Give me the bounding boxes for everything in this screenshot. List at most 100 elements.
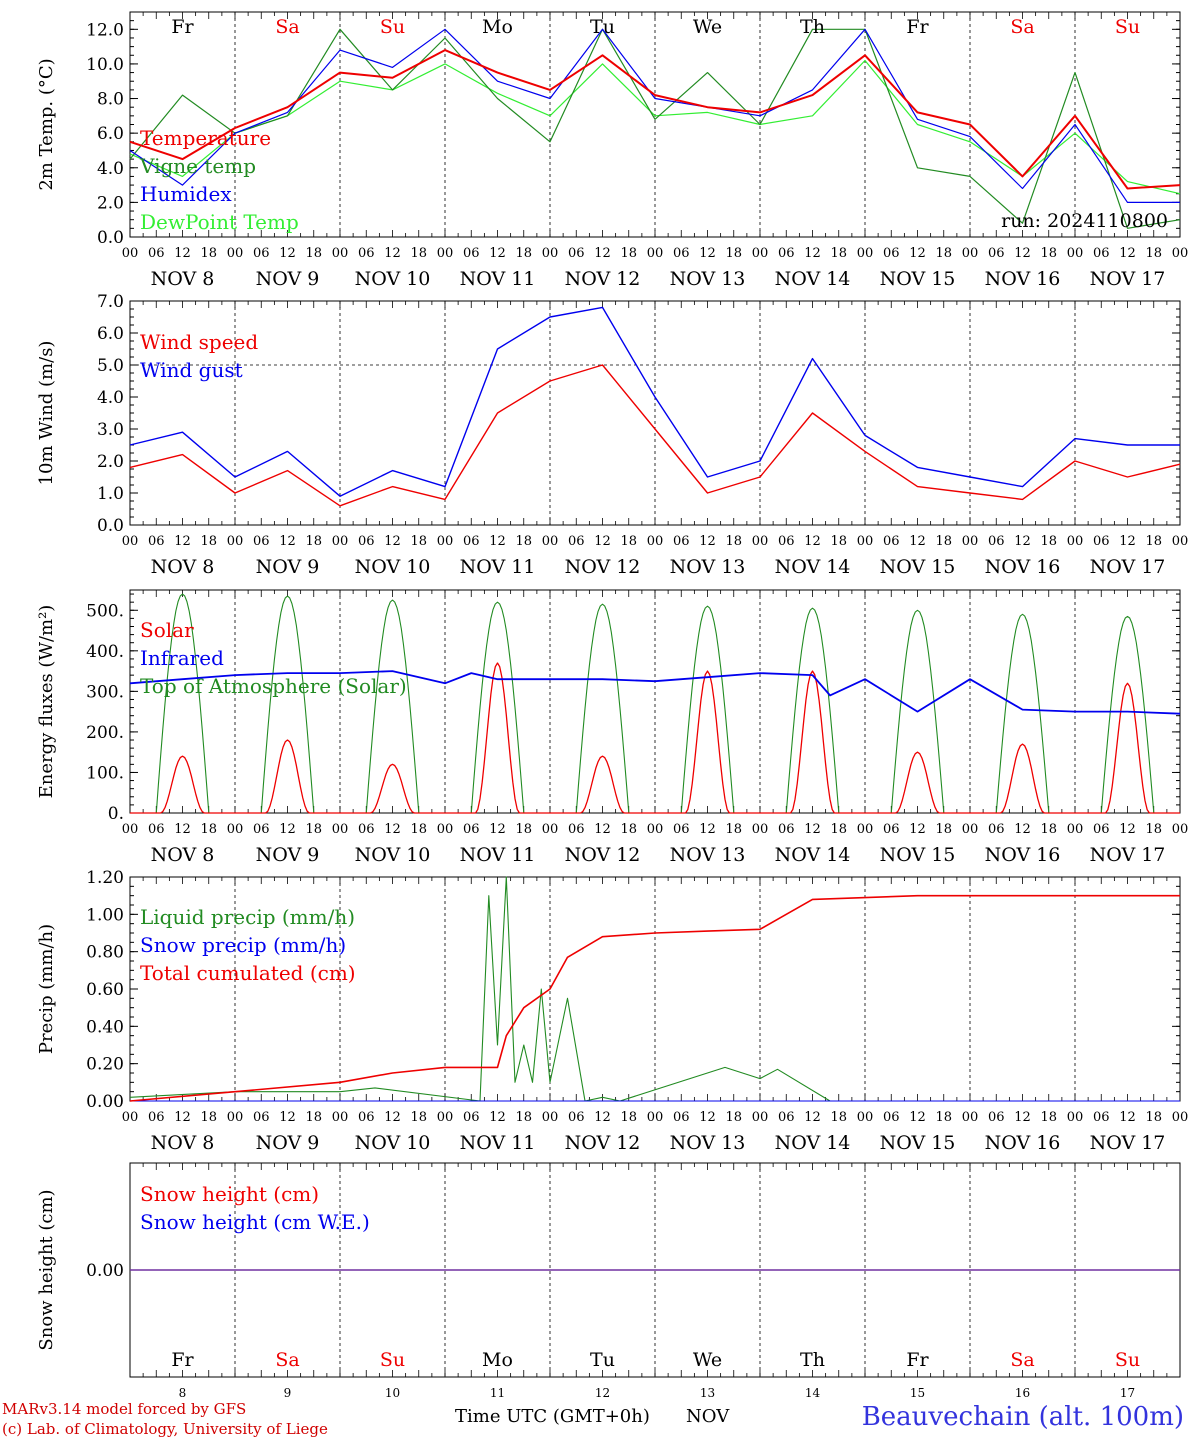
day-label: NOV 9 <box>256 268 320 290</box>
y-tick-label: 1.0 <box>97 484 124 504</box>
hour-label: 06 <box>463 1110 480 1125</box>
weekday-label: Sa <box>275 16 299 38</box>
lab-credit: (c) Lab. of Climatology, University of L… <box>2 1420 328 1438</box>
hour-label: 00 <box>857 534 874 549</box>
day-label: NOV 15 <box>880 556 956 578</box>
hour-label: 06 <box>1093 246 1110 261</box>
hour-label: 12 <box>594 534 611 549</box>
hour-label: 00 <box>332 246 349 261</box>
hour-label: 18 <box>830 246 847 261</box>
hour-label: 00 <box>962 534 979 549</box>
hour-label: 18 <box>620 1110 637 1125</box>
series-line <box>129 364 1181 507</box>
model-credit: MARv3.14 model forced by GFS <box>2 1400 247 1418</box>
day-number: 15 <box>910 1386 925 1400</box>
panel-frame <box>129 11 1181 238</box>
hour-label: 00 <box>542 822 559 837</box>
run-annotation: run: 2024110800 <box>1001 210 1168 232</box>
weekday-label: Su <box>380 16 405 38</box>
hour-label: 06 <box>253 822 270 837</box>
hour-label: 06 <box>883 822 900 837</box>
legend-entry: Total cumulated (cm) <box>140 961 356 985</box>
day-label: NOV 14 <box>775 844 851 866</box>
weekday-label: Mo <box>482 1349 513 1371</box>
day-label: NOV 15 <box>880 268 956 290</box>
hour-label: 12 <box>699 246 716 261</box>
month-label: NOV <box>686 1406 730 1427</box>
weekday-label: Fr <box>171 1349 194 1371</box>
hour-label: 18 <box>200 246 217 261</box>
hour-label: 18 <box>620 822 637 837</box>
toa-solar-curve <box>655 605 760 814</box>
hour-label: 12 <box>594 1110 611 1125</box>
hour-label: 12 <box>174 534 191 549</box>
hour-label: 00 <box>122 534 139 549</box>
hour-label: 18 <box>1040 1110 1057 1125</box>
panel-frame <box>129 589 1181 814</box>
hour-label: 06 <box>463 534 480 549</box>
hour-label: 18 <box>830 534 847 549</box>
solar-curve <box>130 755 235 814</box>
day-number: 9 <box>284 1386 292 1400</box>
hour-label: 18 <box>200 1110 217 1125</box>
day-label: NOV 13 <box>670 556 746 578</box>
hour-label: 00 <box>1067 246 1084 261</box>
toa-solar-curve <box>550 603 655 814</box>
y-tick-label: 0. <box>108 804 124 824</box>
hour-label: 18 <box>1145 822 1162 837</box>
hour-label: 18 <box>1040 534 1057 549</box>
hour-label: 18 <box>725 534 742 549</box>
hour-label: 06 <box>358 534 375 549</box>
hour-label: 06 <box>778 1110 795 1125</box>
hour-label: 06 <box>673 246 690 261</box>
solar-curve <box>235 739 340 814</box>
series-line <box>129 876 1180 1102</box>
hour-label: 18 <box>515 822 532 837</box>
hour-label: 12 <box>1014 246 1031 261</box>
series-line <box>129 306 1180 497</box>
legend-entry: Snow height (cm) <box>140 1182 319 1206</box>
solar-curve <box>340 763 445 814</box>
hour-label: 00 <box>752 1110 769 1125</box>
hour-label: 06 <box>883 246 900 261</box>
hour-label: 18 <box>935 1110 952 1125</box>
hour-label: 00 <box>1172 534 1189 549</box>
hour-label: 06 <box>883 1110 900 1125</box>
hour-label: 00 <box>752 534 769 549</box>
hour-label: 00 <box>647 1110 664 1125</box>
day-label: NOV 10 <box>355 844 431 866</box>
day-label: NOV 17 <box>1090 1132 1166 1154</box>
hour-label: 12 <box>1119 822 1136 837</box>
hour-label: 12 <box>804 246 821 261</box>
hour-label: 00 <box>1067 534 1084 549</box>
hour-label: 06 <box>148 246 165 261</box>
hour-label: 12 <box>279 822 296 837</box>
weekday-label: We <box>693 16 722 38</box>
legend-entry: Humidex <box>140 182 232 206</box>
hour-label: 12 <box>489 1110 506 1125</box>
day-label: NOV 10 <box>355 1132 431 1154</box>
hour-label: 12 <box>804 534 821 549</box>
legend-entry: DewPoint Temp <box>140 210 299 234</box>
hour-label: 00 <box>227 1110 244 1125</box>
day-label: NOV 10 <box>355 556 431 578</box>
hour-label: 12 <box>279 1110 296 1125</box>
hour-label: 06 <box>778 534 795 549</box>
day-label: NOV 12 <box>565 556 641 578</box>
toa-solar-curve <box>340 599 445 814</box>
hour-label: 18 <box>410 822 427 837</box>
weekday-label: Mo <box>482 16 513 38</box>
legend-entry: Temperature <box>140 126 271 150</box>
hour-label: 18 <box>1040 246 1057 261</box>
hour-label: 06 <box>1093 822 1110 837</box>
hour-label: 00 <box>1172 1110 1189 1125</box>
solar-curve <box>655 670 760 814</box>
hour-label: 00 <box>332 1110 349 1125</box>
y-tick-label: 500. <box>86 601 124 621</box>
hour-label: 12 <box>1119 1110 1136 1125</box>
day-label: NOV 11 <box>460 844 536 866</box>
hour-label: 00 <box>122 1110 139 1125</box>
weekday-label: Th <box>800 16 825 38</box>
hour-label: 06 <box>253 1110 270 1125</box>
hour-label: 06 <box>253 534 270 549</box>
